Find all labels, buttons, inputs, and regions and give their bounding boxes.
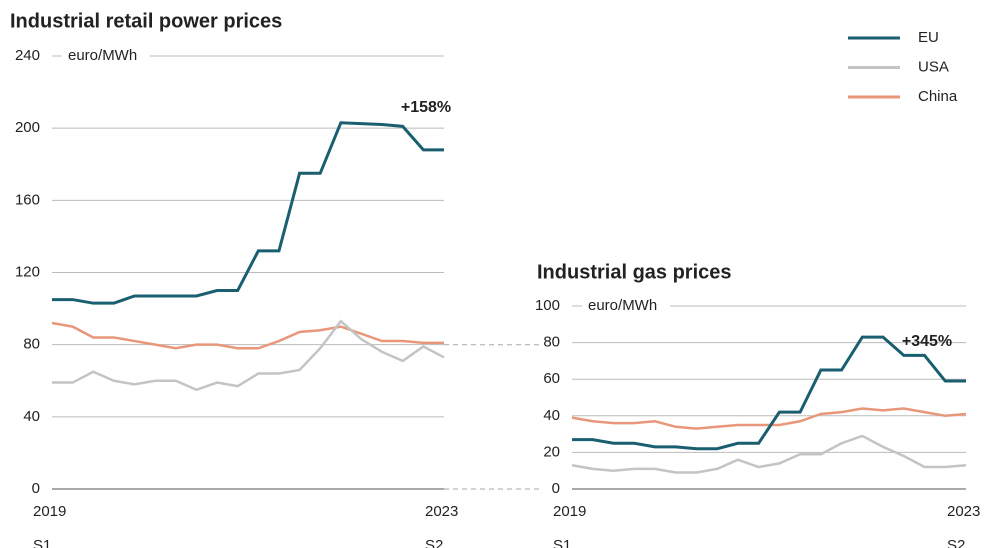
y-tick-label: 40 xyxy=(23,408,40,425)
x-tick-label: 2019 S1 xyxy=(33,503,67,548)
y-tick-label: 80 xyxy=(23,336,40,353)
legend-label: China xyxy=(918,88,958,105)
line xyxy=(51,321,444,350)
y-axis-label: euro/MWh xyxy=(68,47,137,64)
line xyxy=(572,335,966,451)
y-tick-label: 120 xyxy=(15,263,40,280)
y-tick-label: 0 xyxy=(552,480,560,497)
annotation: +345% xyxy=(902,333,952,350)
label-bg xyxy=(62,47,150,65)
annotation: +158% xyxy=(401,99,451,116)
y-tick-label: 0 xyxy=(32,480,40,497)
line xyxy=(571,407,967,430)
y-tick-label: 240 xyxy=(15,47,40,64)
y-tick-label: 60 xyxy=(543,370,560,387)
legend-label: EU xyxy=(918,29,939,46)
y-tick-label: 80 xyxy=(543,334,560,351)
chart-title: Industrial retail power prices xyxy=(10,10,282,32)
y-tick-label: 200 xyxy=(15,119,40,136)
chart-title: Industrial gas prices xyxy=(537,261,732,283)
line xyxy=(52,319,445,392)
y-tick-label: 100 xyxy=(535,297,560,314)
y-tick-label: 40 xyxy=(543,407,560,424)
x-tick-label: 2019 S1 xyxy=(553,503,587,548)
legend-label: USA xyxy=(918,58,949,75)
x-tick-label: 2023 S2 xyxy=(947,503,981,548)
line xyxy=(571,434,967,474)
label-bg xyxy=(582,297,670,315)
line xyxy=(52,121,444,305)
y-tick-label: 160 xyxy=(15,191,40,208)
y-axis-label: euro/MWh xyxy=(588,297,657,314)
y-tick-label: 20 xyxy=(543,443,560,460)
x-tick-label: 2023 S2 xyxy=(425,503,459,548)
